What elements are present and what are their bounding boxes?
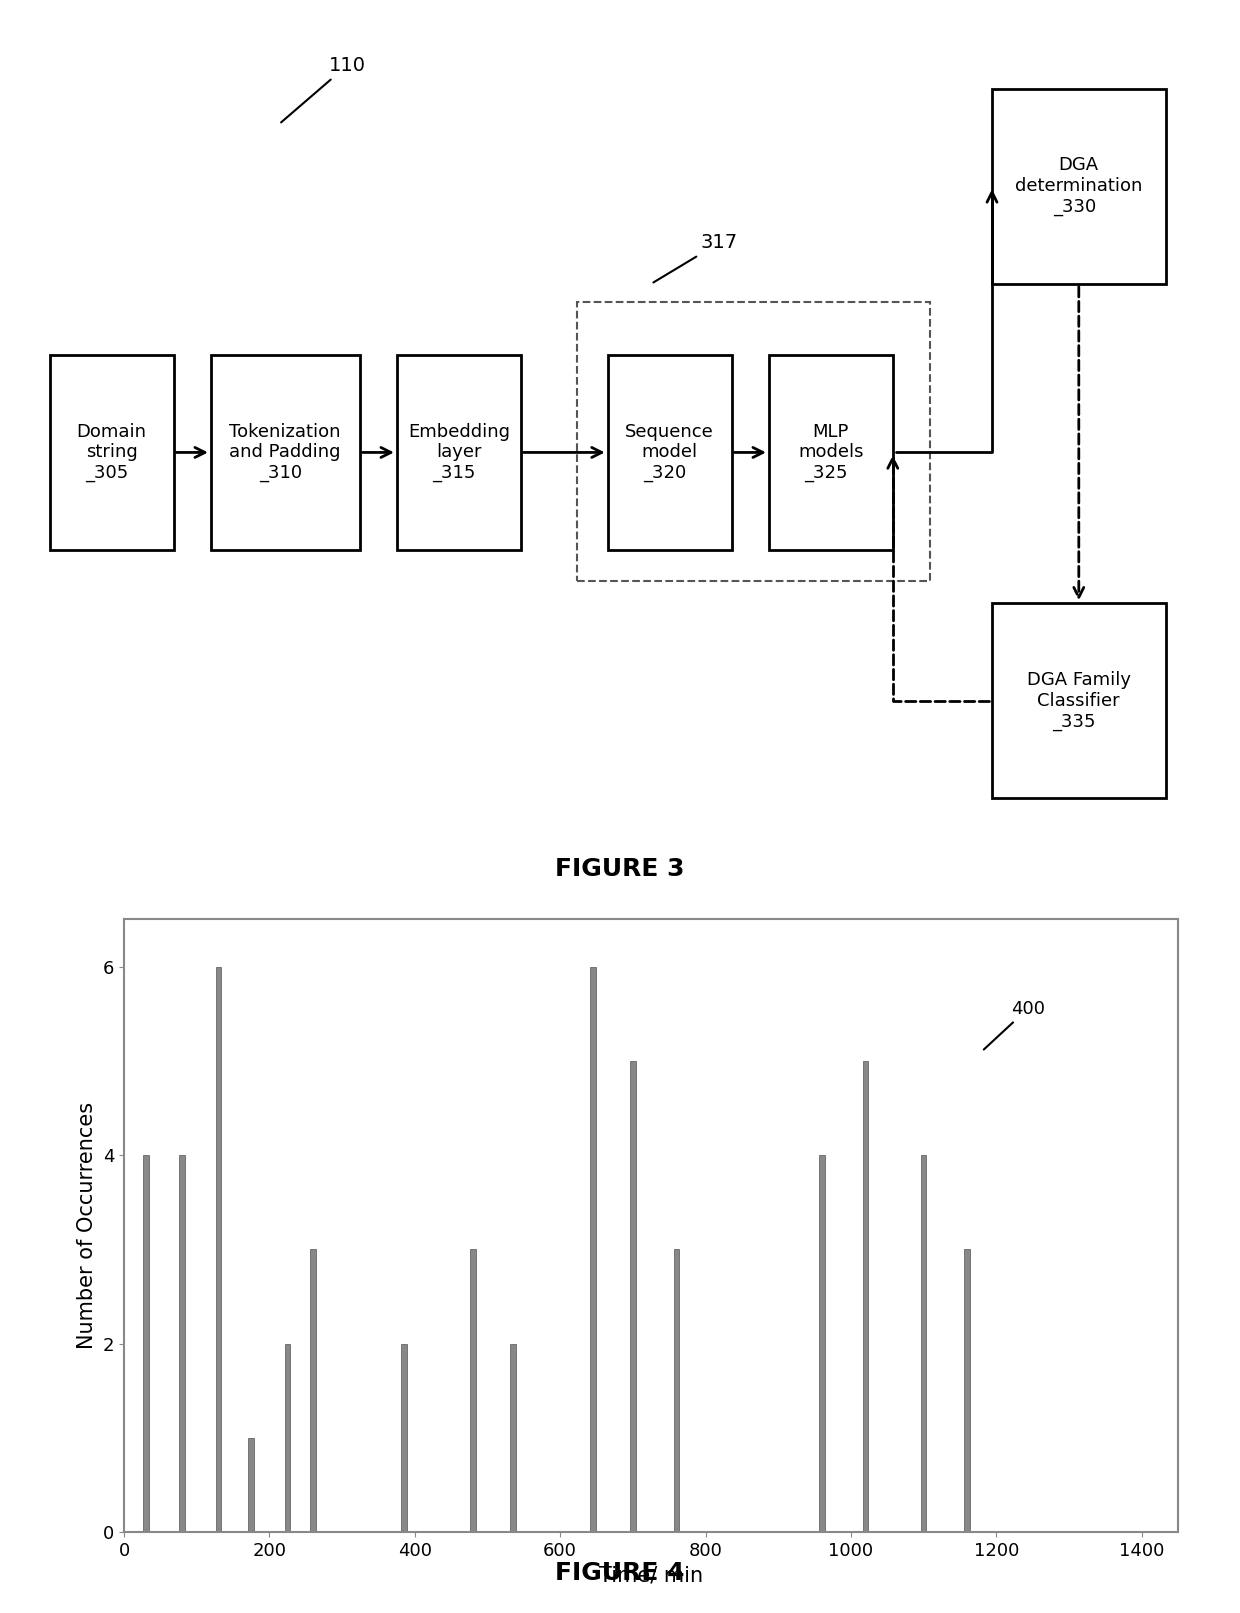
Text: 110: 110 xyxy=(281,56,366,123)
FancyBboxPatch shape xyxy=(992,603,1166,798)
Bar xyxy=(470,1250,476,1532)
FancyBboxPatch shape xyxy=(397,355,521,550)
Bar xyxy=(673,1250,680,1532)
Text: DGA Family
Classifier
̲335: DGA Family Classifier ̲335 xyxy=(1027,671,1131,731)
Text: 400: 400 xyxy=(983,1000,1045,1050)
Text: Embedding
layer
̲315: Embedding layer ̲315 xyxy=(408,423,510,482)
Bar xyxy=(143,1155,149,1532)
FancyBboxPatch shape xyxy=(608,355,732,550)
Bar xyxy=(590,966,595,1532)
FancyBboxPatch shape xyxy=(50,355,174,550)
FancyBboxPatch shape xyxy=(992,89,1166,284)
Bar xyxy=(285,1344,290,1532)
Y-axis label: Number of Occurrences: Number of Occurrences xyxy=(77,1102,97,1350)
Bar xyxy=(920,1155,926,1532)
Text: 317: 317 xyxy=(653,234,738,282)
Bar xyxy=(965,1250,970,1532)
Bar xyxy=(401,1344,407,1532)
Bar xyxy=(510,1344,516,1532)
Text: FIGURE 3: FIGURE 3 xyxy=(556,858,684,881)
Text: MLP
models
̲325: MLP models ̲325 xyxy=(799,423,863,482)
Bar xyxy=(310,1250,316,1532)
X-axis label: Time/ min: Time/ min xyxy=(599,1566,703,1586)
Bar xyxy=(180,1155,185,1532)
Bar xyxy=(216,966,222,1532)
Text: Tokenization
and Padding
̲310: Tokenization and Padding ̲310 xyxy=(229,423,341,482)
FancyBboxPatch shape xyxy=(769,355,893,550)
Text: FIGURE 4: FIGURE 4 xyxy=(556,1561,684,1584)
Bar xyxy=(248,1439,254,1532)
Bar xyxy=(630,1061,636,1532)
Bar xyxy=(863,1061,868,1532)
Text: Sequence
model
̲320: Sequence model ̲320 xyxy=(625,423,714,482)
Text: DGA
determination
̲330: DGA determination ̲330 xyxy=(1016,156,1142,216)
FancyBboxPatch shape xyxy=(211,355,360,550)
Text: Domain
string
̲305: Domain string ̲305 xyxy=(77,423,146,482)
Bar xyxy=(818,1155,825,1532)
